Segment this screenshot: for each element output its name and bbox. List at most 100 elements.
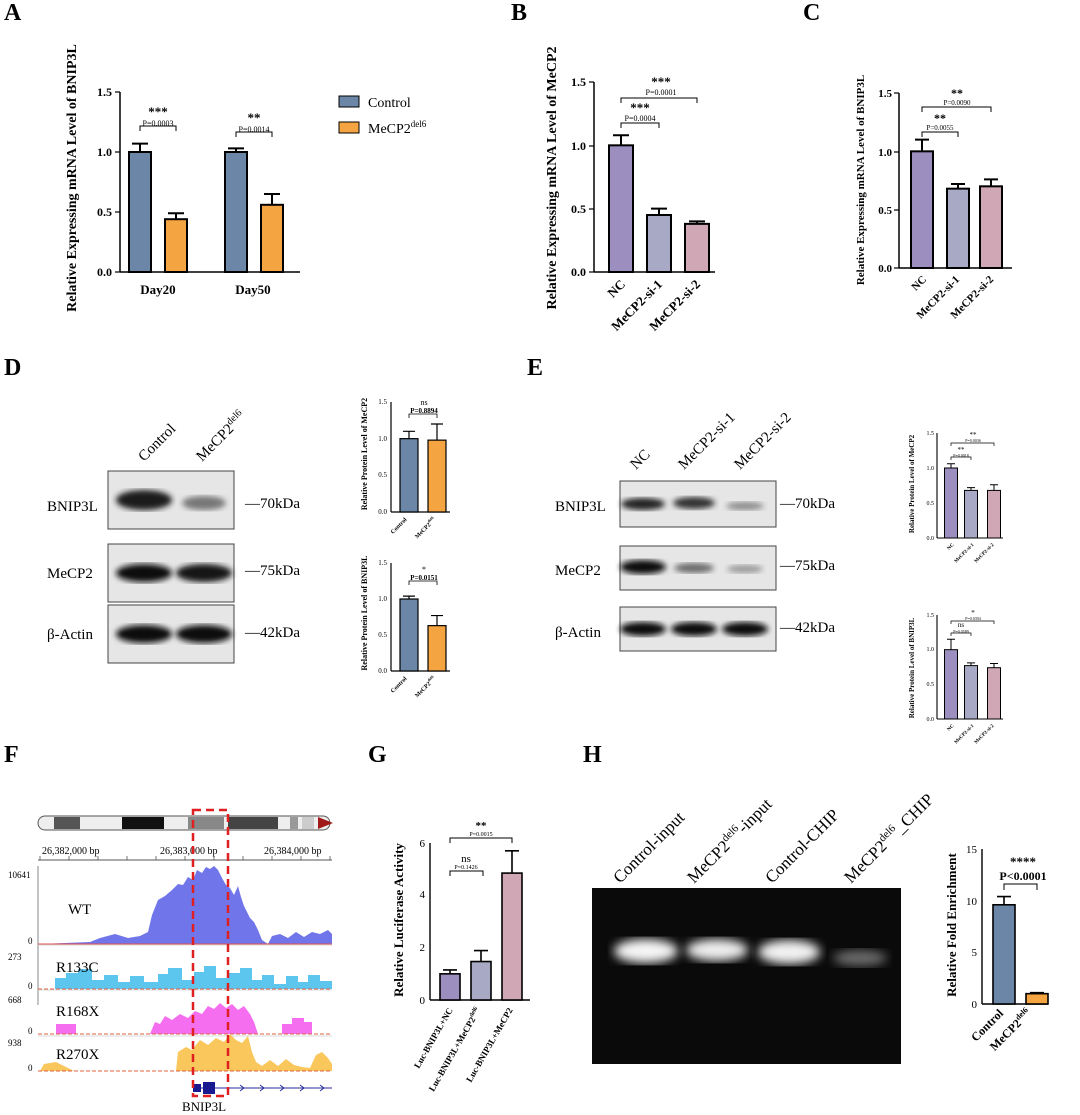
blot-e-label-bnip3l: BNIP3L xyxy=(555,499,606,515)
legend-swatch-mutant xyxy=(338,121,360,134)
e2-bar-0 xyxy=(944,649,958,720)
blot-e-lane-si1: MeCP2-si-1 xyxy=(676,410,739,473)
e2-errorbar-2 xyxy=(990,663,998,668)
band-d-mecp2-mut xyxy=(176,564,232,582)
b-bar-2 xyxy=(684,222,710,274)
e2-bar-1 xyxy=(964,665,978,720)
panel-letter-b: B xyxy=(511,0,527,26)
gel-image xyxy=(592,888,901,1064)
cat-e1-nc: NC xyxy=(947,543,956,552)
tick-b-15: 1.5 xyxy=(571,75,586,89)
band-d-actin-mut xyxy=(176,625,232,643)
tick-h-5: 5 xyxy=(972,947,978,959)
blot-e-label-mecp2: MeCP2 xyxy=(555,563,601,579)
cat-b-nc: NC xyxy=(604,277,628,301)
panel-letter-f: F xyxy=(4,742,19,768)
pval-e2b: P=0.0394 xyxy=(965,616,980,621)
tick-b-05: 0.5 xyxy=(571,202,586,216)
blot-e-kda75: —75kDa xyxy=(779,558,835,574)
stars-c1: ** xyxy=(934,111,946,125)
track-label-r133c: R133C xyxy=(56,960,99,976)
pval-b2: P=0.0001 xyxy=(646,88,677,97)
band-d-mecp2-ctrl xyxy=(116,564,172,582)
e2-bar-2 xyxy=(987,667,1001,720)
band-e-actin-nc xyxy=(620,622,666,636)
cat-day50: Day50 xyxy=(235,282,270,297)
tick-e2-05: 0.5 xyxy=(927,682,935,688)
track-label-r168x: R168X xyxy=(56,1004,100,1020)
blot-d-kda42: —42kDa xyxy=(244,625,300,641)
panel-d-bnip3l-chart: Relative Protein Level of BNIP3L 0.0 0.5… xyxy=(360,556,450,699)
stars-d1: ns xyxy=(420,398,427,407)
c-errorbar-0 xyxy=(915,138,929,152)
tick-e2-1: 1.0 xyxy=(927,647,935,653)
panel-letter-a: A xyxy=(4,0,22,26)
pval-d2: P=0.0151 xyxy=(410,574,438,582)
stars-a2: ** xyxy=(248,110,261,125)
stars-d2: * xyxy=(422,565,426,574)
d2-errorbar-0 xyxy=(403,595,415,599)
gel-lane-4: MeCP2del6_CHIP xyxy=(840,789,938,887)
a-errorbar-3 xyxy=(264,193,280,205)
tick-e1-15: 1.5 xyxy=(927,431,935,437)
panel-letter-e: E xyxy=(527,355,543,381)
legend-mutant: MeCP2del6 xyxy=(368,119,427,137)
blot-e-kda42: —42kDa xyxy=(779,620,835,636)
e1-errorbar-2 xyxy=(990,484,998,491)
r270x-zero: 0 xyxy=(28,1063,33,1073)
tick-c-05: 0.5 xyxy=(878,205,892,217)
b-errorbar-2 xyxy=(689,220,705,224)
blot-d-label-actin: β-Actin xyxy=(47,627,93,643)
stars-g1: ns xyxy=(461,853,471,865)
tick-g-6: 6 xyxy=(420,838,426,850)
stars-h: **** xyxy=(1010,854,1036,869)
stars-e2a: ns xyxy=(958,621,965,629)
band-e-actin-si2 xyxy=(722,622,768,636)
tick-d1-1: 1.0 xyxy=(378,435,387,443)
track-r133c xyxy=(40,966,332,989)
a-bar-1 xyxy=(164,218,188,273)
cat-e2-si1: MeCP2-si-1 xyxy=(954,724,976,746)
tick-d1-15: 1.5 xyxy=(378,398,387,406)
panel-d-mecp2-chart: Relative Protein Level of MeCP2 0.0 0.5 … xyxy=(360,398,450,540)
cat-d1-mutant: MeCP2del6 xyxy=(412,515,437,540)
stars-e2b: * xyxy=(971,609,975,617)
stars-b1: *** xyxy=(630,100,650,115)
gel-band-1 xyxy=(614,939,678,963)
gel-band-2 xyxy=(686,939,748,961)
h-bar-1 xyxy=(1025,992,1049,1005)
panel-e-blot: NC MeCP2-si-1 MeCP2-si-2 BNIP3L MeCP2 β-… xyxy=(555,410,835,652)
g-errorbar-2 xyxy=(505,850,519,874)
coord-2: 26,383,000 bp xyxy=(160,846,218,857)
panel-e-bnip3l-chart: Relative Protein Level of BNIP3L 0.0 0.5… xyxy=(908,609,1003,745)
y-title-a: Relative Expressing mRNA Level of BNIP3L xyxy=(65,44,80,312)
d2-errorbar-1 xyxy=(431,614,443,626)
pval-a2: P=0.0014 xyxy=(239,125,270,134)
tick-c-1: 1.0 xyxy=(878,147,892,159)
a-errorbar-1 xyxy=(168,212,184,220)
band-e-bnip3l-nc xyxy=(621,498,665,510)
d2-bar-1 xyxy=(427,625,447,672)
pval-d1: P=0.8894 xyxy=(410,407,438,415)
pval-e2a: P=0.0589 xyxy=(953,629,968,634)
legend-swatch-control xyxy=(338,95,360,108)
cat-d2-control: Control xyxy=(390,676,409,695)
cat-day20: Day20 xyxy=(140,282,175,297)
cat-c-nc: NC xyxy=(909,274,929,294)
a-bar-0 xyxy=(128,151,152,273)
c-errorbar-2 xyxy=(984,178,998,187)
gene-label: BNIP3L xyxy=(182,1099,226,1114)
tick-e1-0: 0.0 xyxy=(927,536,935,542)
band-e-mecp2-si1 xyxy=(674,563,714,573)
band-d-bnip3l-ctrl xyxy=(116,490,172,510)
stars-e1a: ** xyxy=(958,446,966,454)
tick-h-10: 10 xyxy=(966,896,978,908)
cat-d2-mutant: MeCP2del6 xyxy=(412,674,437,699)
gel-band-4 xyxy=(833,950,887,966)
band-e-mecp2-si2 xyxy=(727,565,763,573)
track-wt xyxy=(40,866,332,944)
panel-d-blot: Control MeCP2del6 BNIP3L MeCP2 β-Actin —… xyxy=(47,408,300,664)
d1-bar-0 xyxy=(399,438,419,513)
legend: Control MeCP2del6 xyxy=(338,95,427,137)
